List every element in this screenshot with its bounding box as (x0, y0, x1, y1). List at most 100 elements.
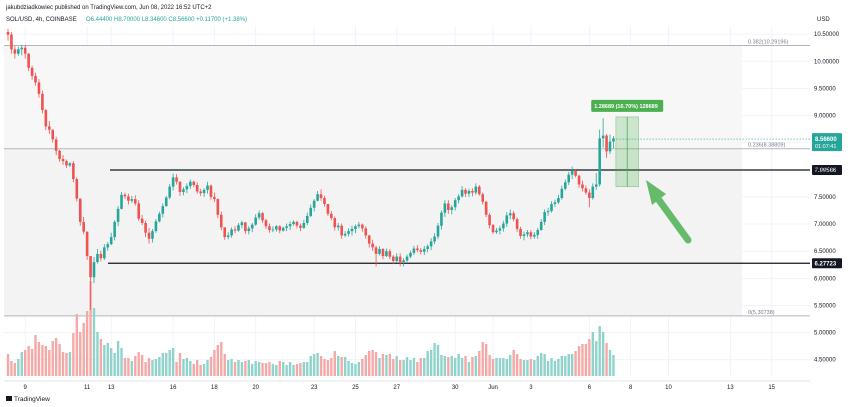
volume-bar (192, 364, 195, 376)
candle (371, 239, 374, 251)
candle-body (250, 224, 254, 229)
volume-bar (68, 352, 72, 376)
volume-bar (443, 356, 447, 376)
x-tick-label: 30 (452, 385, 459, 391)
volume-bar (254, 361, 257, 376)
volume-bar (103, 345, 106, 376)
volume-bar (134, 356, 137, 376)
tradingview-logo[interactable]: TradingView (6, 396, 50, 403)
candle (75, 177, 79, 202)
x-tick-label: 23 (311, 385, 318, 391)
candle (526, 230, 529, 238)
volume-bar (144, 362, 147, 376)
volume-bar (37, 342, 41, 376)
candle (34, 72, 37, 86)
candle-body (436, 225, 440, 237)
volume-bar (550, 358, 553, 376)
candle (409, 250, 412, 259)
volume-bar (553, 361, 557, 376)
candle-body (271, 229, 275, 231)
candle (340, 223, 343, 239)
candle-body (299, 225, 302, 228)
candle (436, 222, 440, 240)
candle-body (6, 31, 10, 35)
price-axis[interactable]: 10.5000010.000009.500009.000008.500008.0… (613, 32, 842, 364)
candle (416, 245, 419, 253)
volume-bar (30, 349, 34, 376)
trend-arrow-head (646, 180, 666, 205)
volume-bar (577, 346, 581, 376)
volume-bar (209, 357, 213, 376)
candle-body (182, 189, 185, 193)
candle-body (598, 138, 601, 185)
candle-body (192, 181, 196, 185)
candle (85, 231, 89, 260)
candle (347, 228, 350, 237)
volume-bar (196, 360, 199, 376)
candle-body (106, 244, 110, 248)
volume-bar (429, 350, 433, 376)
candle (257, 210, 261, 220)
volume-bar (51, 341, 54, 376)
volume-bar (278, 361, 281, 376)
volume-bar (354, 364, 357, 376)
volume-bar (498, 358, 502, 376)
volume-bar (106, 343, 109, 376)
candle-body (268, 226, 271, 231)
volume-bars (6, 281, 615, 376)
candle-body (199, 191, 202, 194)
candle-body (151, 231, 154, 239)
candle (391, 254, 395, 265)
candle-body (350, 228, 354, 232)
candle-body (92, 262, 96, 278)
candle-body (443, 203, 447, 213)
candle (422, 245, 426, 255)
y-tick-label: 7.00000 (814, 222, 836, 228)
volume-bar (154, 359, 158, 376)
candle (6, 28, 10, 41)
candle-body (72, 163, 75, 180)
time-axis[interactable]: 9 11 13 16 18 20 23 25 27 30 Jun 3 6 8 10 13 15 (4, 380, 810, 391)
volume-bar (395, 356, 398, 376)
candle (398, 253, 402, 267)
x-tick-label: 8 (629, 385, 633, 391)
volume-bar (161, 353, 164, 376)
candle (381, 247, 385, 260)
candle (581, 180, 584, 192)
candle-body (17, 49, 20, 54)
tradingview-icon (6, 396, 12, 401)
candle (508, 209, 512, 220)
candle (405, 254, 409, 263)
candle-body (20, 47, 24, 50)
volume-bar (54, 338, 58, 376)
candle (364, 226, 368, 239)
candle-body (347, 231, 350, 234)
candle (178, 181, 182, 196)
candle (281, 226, 285, 232)
candle (164, 195, 168, 207)
x-tick-label: 20 (252, 385, 259, 391)
candle-body (34, 75, 37, 83)
candle (594, 173, 598, 190)
candle-body (85, 231, 89, 257)
candle-body (519, 228, 522, 236)
y-tick-label: 5.00000 (814, 331, 836, 337)
x-tick-label: 13 (108, 385, 115, 391)
candle (550, 201, 553, 213)
candle (254, 214, 257, 226)
volume-bar (522, 360, 526, 376)
candle (41, 90, 44, 114)
candle-body (557, 198, 560, 203)
volume-bar (82, 323, 85, 376)
symbol-title[interactable]: SOL/USD, 4h, COINBASE (6, 17, 77, 23)
volume-bar (48, 350, 51, 376)
candle (264, 218, 268, 229)
candle (429, 238, 433, 251)
candle-body (171, 177, 175, 187)
volume-bar (598, 326, 601, 376)
volume-bar (213, 350, 216, 376)
volume-bar (306, 362, 309, 376)
candle (563, 179, 567, 191)
candle (275, 225, 278, 232)
